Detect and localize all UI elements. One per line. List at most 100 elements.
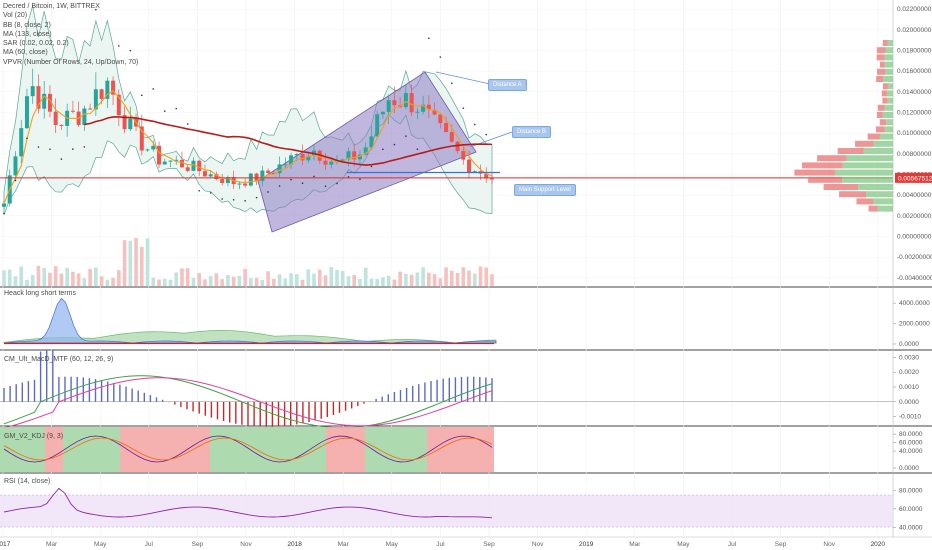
legend-vol[interactable]: Vol (20)	[3, 12, 28, 20]
vpvr-up-bar	[884, 61, 893, 68]
price-tick-label: 0.02000000	[897, 27, 932, 34]
volume-bar	[19, 266, 24, 286]
volume-bar	[375, 279, 379, 286]
sar-dot	[255, 196, 258, 199]
volume-bar	[208, 276, 213, 286]
time-tick-label: Nov	[532, 541, 544, 548]
volume-bar	[122, 240, 127, 286]
vpvr-up-bar	[884, 54, 893, 61]
price-tick-label: 0.00200000	[897, 213, 932, 220]
volume-bar	[197, 273, 201, 286]
sar-dot	[267, 191, 269, 193]
vpvr-down-bar	[881, 90, 888, 97]
volume-bar	[71, 271, 75, 286]
candle-body	[426, 104, 431, 110]
volume-bar	[249, 278, 253, 286]
sar-dot	[209, 192, 212, 194]
sar-dot	[382, 148, 384, 151]
candle-body	[323, 160, 328, 165]
candle-body	[162, 161, 167, 165]
pane-label-macd[interactable]: CM_Ult_MacD_MTF (60, 12, 26, 9)	[4, 356, 114, 363]
vpvr-up-bar	[858, 184, 893, 190]
legend-symbol[interactable]: Decred / Bitcoin, 1W, BITTREX	[3, 3, 100, 10]
volume-bar	[174, 272, 179, 286]
pane-label-heikin[interactable]: Heack long short terms	[4, 290, 76, 297]
sar-dot	[473, 123, 476, 126]
candle-body	[225, 177, 230, 183]
candle-body	[392, 100, 397, 106]
volume-bar	[317, 269, 322, 286]
macd-tick-label: 0.0030	[899, 354, 919, 361]
volume-bar	[191, 277, 196, 286]
price-tick-label: 0.01400000	[897, 89, 932, 96]
candle-body	[220, 178, 225, 183]
volume-bar	[203, 279, 207, 286]
kd-zone	[255, 427, 326, 472]
volume-bar	[231, 276, 236, 286]
volume-bar	[329, 266, 334, 286]
candle-body	[363, 147, 368, 155]
callout-support[interactable]: Main Support Level	[514, 184, 576, 196]
vpvr-up-bar	[842, 176, 893, 183]
callout-distance-a[interactable]: Distance A	[488, 79, 527, 91]
sar-dot	[313, 175, 315, 178]
volume-bar	[421, 267, 425, 286]
macd-line	[3, 375, 493, 429]
vpvr-down-bar	[794, 169, 836, 176]
volume-bar	[162, 278, 167, 286]
legend-ma133[interactable]: MA (133, close)	[3, 30, 52, 38]
time-tick-label: Sep	[192, 541, 204, 548]
volume-bar	[346, 276, 351, 286]
price-tick-label: 0.02200000	[897, 6, 932, 13]
candle-body	[59, 124, 64, 126]
sar-dot	[290, 178, 292, 181]
vpvr-down-bar	[876, 76, 884, 82]
vpvr-up-bar	[885, 47, 893, 54]
volume-bar	[7, 269, 12, 286]
candle-body	[13, 156, 18, 176]
time-tick-label: May	[94, 541, 107, 548]
legend-ma60[interactable]: MA (60, close)	[3, 49, 48, 57]
candle-body	[168, 160, 173, 162]
vpvr-down-bar	[837, 148, 864, 154]
sar-dot	[370, 165, 373, 168]
volume-bar	[461, 267, 466, 286]
kd-zone	[45, 427, 63, 472]
candle-body	[111, 80, 116, 95]
candle-body	[294, 154, 299, 156]
candle-body	[139, 126, 144, 151]
vpvr-up-bar	[873, 198, 893, 205]
callout-distance-b[interactable]: Distance B	[512, 126, 552, 138]
volume-bar	[300, 279, 305, 286]
rsi-tick-label: 40.0000	[899, 524, 923, 531]
pane-label-kd[interactable]: GM_V2_KDJ (9, 3)	[4, 433, 64, 440]
pane-label-rsi[interactable]: RSI (14, close)	[4, 478, 51, 485]
vpvr-down-bar	[880, 61, 885, 68]
legend-bb[interactable]: BB (8, close, 2)	[3, 21, 51, 29]
vpvr-down-bar	[879, 119, 887, 126]
volume-bar	[168, 279, 173, 286]
vpvr-up-bar	[887, 83, 893, 90]
price-tick-label: 0.01800000	[897, 48, 932, 55]
volume-bar	[2, 270, 6, 286]
candle-body	[449, 132, 454, 142]
price-tick-label: 0.00800000	[897, 151, 932, 158]
kd-tick-label: 80.0000	[899, 431, 923, 438]
vpvr-down-bar	[877, 104, 885, 111]
vpvr-down-bar	[877, 68, 886, 75]
volume-bar	[312, 273, 316, 286]
legend-vpvr[interactable]: VPVR (Number Of Rows, 24, Up/Down, 70)	[3, 58, 139, 66]
heikin-tick-label: 0.0000	[899, 341, 919, 348]
volume-bar	[467, 270, 471, 286]
volume-bar	[13, 276, 18, 286]
volume-bar	[363, 267, 368, 286]
rsi-line	[3, 487, 493, 519]
sar-dot	[49, 148, 51, 150]
heikin-tick-label: 2000.0000	[899, 321, 930, 328]
candle-body	[36, 86, 41, 109]
candle-body	[174, 159, 179, 161]
price-tick-label: -0.00400000	[897, 275, 932, 282]
volume-bar	[438, 278, 443, 286]
legend-sar[interactable]: SAR (0.02, 0.02, 0.2)	[3, 40, 69, 48]
